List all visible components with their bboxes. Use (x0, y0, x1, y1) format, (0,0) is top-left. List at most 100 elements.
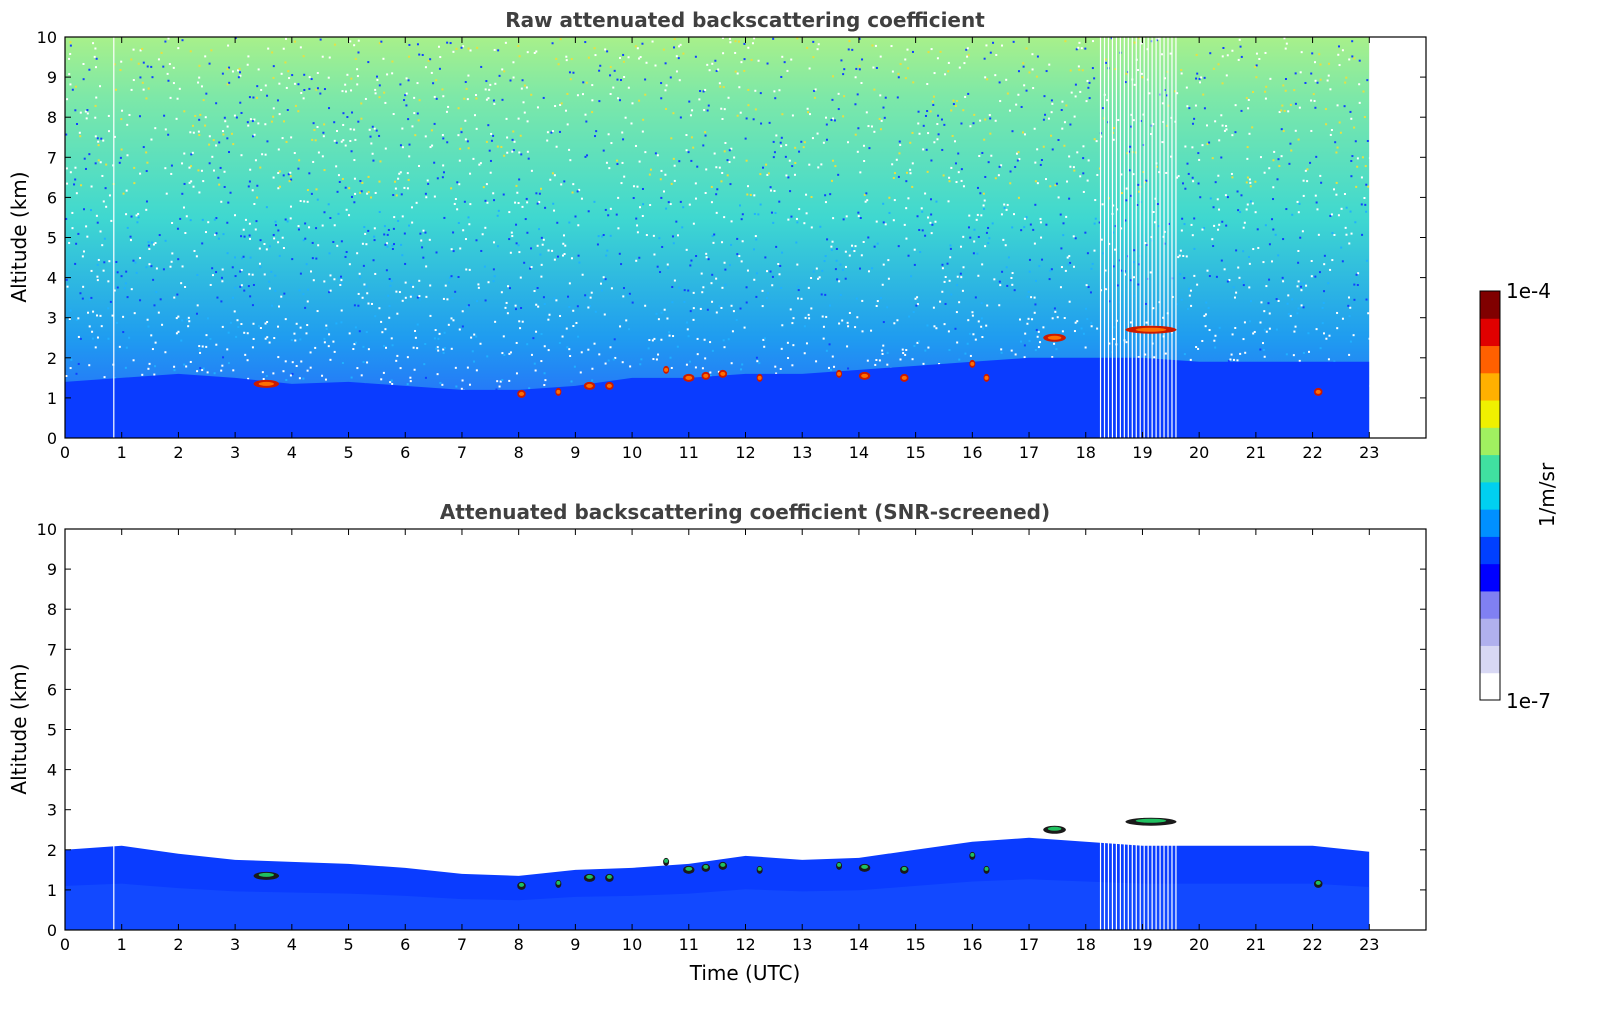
x-tick-label: 16 (962, 935, 982, 954)
x-tick-label: 2 (173, 443, 183, 462)
x-tick-label: 7 (457, 935, 467, 954)
x-tick-label: 21 (1246, 443, 1266, 462)
cloud-core (518, 391, 525, 396)
cloud-core (861, 864, 868, 869)
x-tick-label: 10 (622, 935, 642, 954)
colorbar-band (1480, 645, 1500, 674)
cloud-core (1047, 335, 1062, 340)
x-tick-label: 11 (679, 443, 699, 462)
y-tick-label: 0 (47, 921, 57, 940)
y-tick-label: 2 (47, 349, 57, 368)
cloud-core (1135, 327, 1167, 332)
cloud-core (556, 880, 561, 885)
x-tick-label: 5 (343, 443, 353, 462)
y-tick-label: 9 (47, 68, 57, 87)
x-tick-label: 22 (1302, 443, 1322, 462)
x-tick-label: 11 (679, 935, 699, 954)
x-tick-label: 9 (570, 443, 580, 462)
colorbar-band (1480, 672, 1500, 701)
x-tick-label: 4 (287, 443, 297, 462)
y-tick-label: 1 (47, 389, 57, 408)
y-tick-label: 10 (37, 520, 57, 539)
cloud-core (861, 373, 868, 378)
x-tick-label: 20 (1189, 443, 1209, 462)
y-tick-label: 7 (47, 640, 57, 659)
data-gap-lines (1099, 837, 1177, 930)
heatmap-area (65, 37, 1426, 438)
aerosol-layer (65, 879, 1370, 930)
x-tick-label: 1 (117, 935, 127, 954)
cloud-core (556, 389, 561, 394)
cloud-core (685, 866, 693, 871)
no-data-region (1369, 37, 1426, 438)
colorbar-scale (1480, 291, 1500, 701)
cloud-core (837, 862, 842, 867)
x-tick-label: 10 (622, 443, 642, 462)
cloud-core (984, 375, 989, 380)
colorbar-max-label: 1e-4 (1506, 279, 1551, 303)
colorbar-band (1480, 345, 1500, 374)
x-tick-label: 22 (1302, 935, 1322, 954)
colorbar-band (1480, 372, 1500, 401)
x-tick-label: 1 (117, 443, 127, 462)
x-tick-label: 15 (905, 935, 925, 954)
x-tick-label: 6 (400, 443, 410, 462)
x-tick-label: 14 (849, 443, 869, 462)
data-gap-line (113, 37, 115, 438)
x-tick-label: 17 (1019, 935, 1039, 954)
colorbar-frame (1479, 290, 1501, 701)
panel-title: Raw attenuated backscattering coefficien… (505, 8, 985, 32)
x-tick-label: 13 (792, 443, 812, 462)
no-data-region (1369, 529, 1426, 930)
x-tick-label: 23 (1359, 443, 1379, 462)
x-tick-label: 16 (962, 443, 982, 462)
y-tick-label: 8 (47, 108, 57, 127)
colorbar-band (1480, 563, 1500, 592)
cloud-core (258, 872, 274, 877)
x-axis-label: Time (UTC) (689, 961, 801, 985)
y-tick-label: 1 (47, 881, 57, 900)
colorbar-band (1480, 400, 1500, 428)
x-tick-label: 13 (792, 935, 812, 954)
y-tick-label: 10 (37, 28, 57, 47)
cloud-core (258, 381, 274, 386)
y-axis-label: Altitude (km) (7, 663, 31, 794)
x-tick-label: 7 (457, 443, 467, 462)
colorbar-min-label: 1e-7 (1506, 689, 1551, 713)
x-tick-label: 20 (1189, 935, 1209, 954)
x-tick-label: 12 (735, 935, 755, 954)
snr-screened-panel: Attenuated backscattering coefficient (S… (7, 500, 1427, 985)
colorbar-band (1480, 318, 1500, 347)
cloud-core (757, 375, 762, 380)
y-tick-label: 5 (47, 229, 57, 248)
y-tick-label: 9 (47, 560, 57, 579)
colorbar-band (1480, 427, 1500, 456)
cloud-core (606, 874, 612, 879)
colorbar-band (1480, 536, 1500, 565)
x-tick-label: 18 (1076, 935, 1096, 954)
x-tick-label: 2 (173, 935, 183, 954)
x-tick-label: 5 (343, 935, 353, 954)
x-tick-label: 19 (1132, 935, 1152, 954)
x-tick-label: 8 (514, 443, 524, 462)
x-tick-label: 9 (570, 935, 580, 954)
data-gap-lines (1099, 37, 1177, 438)
y-axis: 0 1 2 3 4 5 6 7 8 9 10 (37, 28, 1426, 448)
cloud-core (720, 371, 726, 376)
y-tick-label: 4 (47, 269, 57, 288)
cloud-core (703, 864, 709, 869)
y-axis-label: Altitude (km) (7, 171, 31, 302)
cloud-core (1135, 818, 1167, 823)
x-tick-label: 3 (230, 935, 240, 954)
cloud-core (685, 375, 693, 380)
colorbar-band (1480, 481, 1500, 510)
cloud-core (901, 375, 907, 380)
cloud-core (970, 852, 975, 857)
y-tick-label: 5 (47, 721, 57, 740)
cloud-layers (253, 325, 1323, 398)
y-tick-label: 4 (47, 761, 57, 780)
x-tick-label: 6 (400, 935, 410, 954)
cloud-core (664, 367, 669, 372)
x-tick-label: 3 (230, 443, 240, 462)
